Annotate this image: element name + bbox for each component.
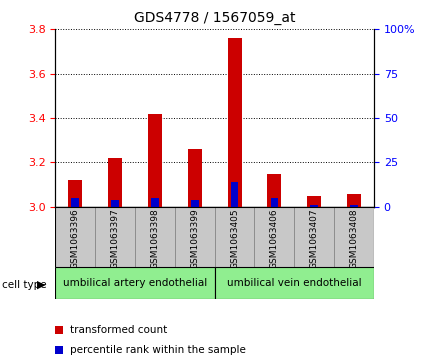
Bar xyxy=(71,198,79,207)
Title: GDS4778 / 1567059_at: GDS4778 / 1567059_at xyxy=(134,11,295,25)
Bar xyxy=(271,198,278,207)
Bar xyxy=(135,207,175,267)
Text: GSM1063397: GSM1063397 xyxy=(110,209,119,269)
Bar xyxy=(294,207,334,267)
Text: ▶: ▶ xyxy=(37,280,46,290)
Bar xyxy=(267,174,281,207)
Bar xyxy=(55,207,95,267)
Bar xyxy=(191,200,198,207)
Text: GSM1063398: GSM1063398 xyxy=(150,209,159,269)
Text: GSM1063399: GSM1063399 xyxy=(190,209,199,269)
Bar xyxy=(307,196,321,207)
Bar xyxy=(227,38,241,207)
Bar xyxy=(347,193,361,207)
Bar xyxy=(215,207,255,267)
Bar xyxy=(95,207,135,267)
Text: GSM1063407: GSM1063407 xyxy=(310,209,319,269)
Text: cell type: cell type xyxy=(2,280,47,290)
Text: GSM1063405: GSM1063405 xyxy=(230,209,239,269)
Bar xyxy=(108,158,122,207)
Text: GSM1063406: GSM1063406 xyxy=(270,209,279,269)
Bar xyxy=(148,114,162,207)
Bar xyxy=(55,267,215,299)
Bar xyxy=(334,207,374,267)
Bar xyxy=(68,180,82,207)
Bar xyxy=(350,205,358,207)
Bar xyxy=(188,149,202,207)
Bar xyxy=(175,207,215,267)
Bar xyxy=(310,205,318,207)
Bar xyxy=(111,200,119,207)
Text: umbilical vein endothelial: umbilical vein endothelial xyxy=(227,278,362,288)
Text: GSM1063396: GSM1063396 xyxy=(71,209,79,269)
Text: GSM1063408: GSM1063408 xyxy=(350,209,359,269)
Text: umbilical artery endothelial: umbilical artery endothelial xyxy=(63,278,207,288)
Text: percentile rank within the sample: percentile rank within the sample xyxy=(70,344,246,355)
Text: transformed count: transformed count xyxy=(70,325,167,335)
Bar xyxy=(255,207,294,267)
Bar xyxy=(151,198,159,207)
Bar xyxy=(215,267,374,299)
Bar xyxy=(231,183,238,207)
